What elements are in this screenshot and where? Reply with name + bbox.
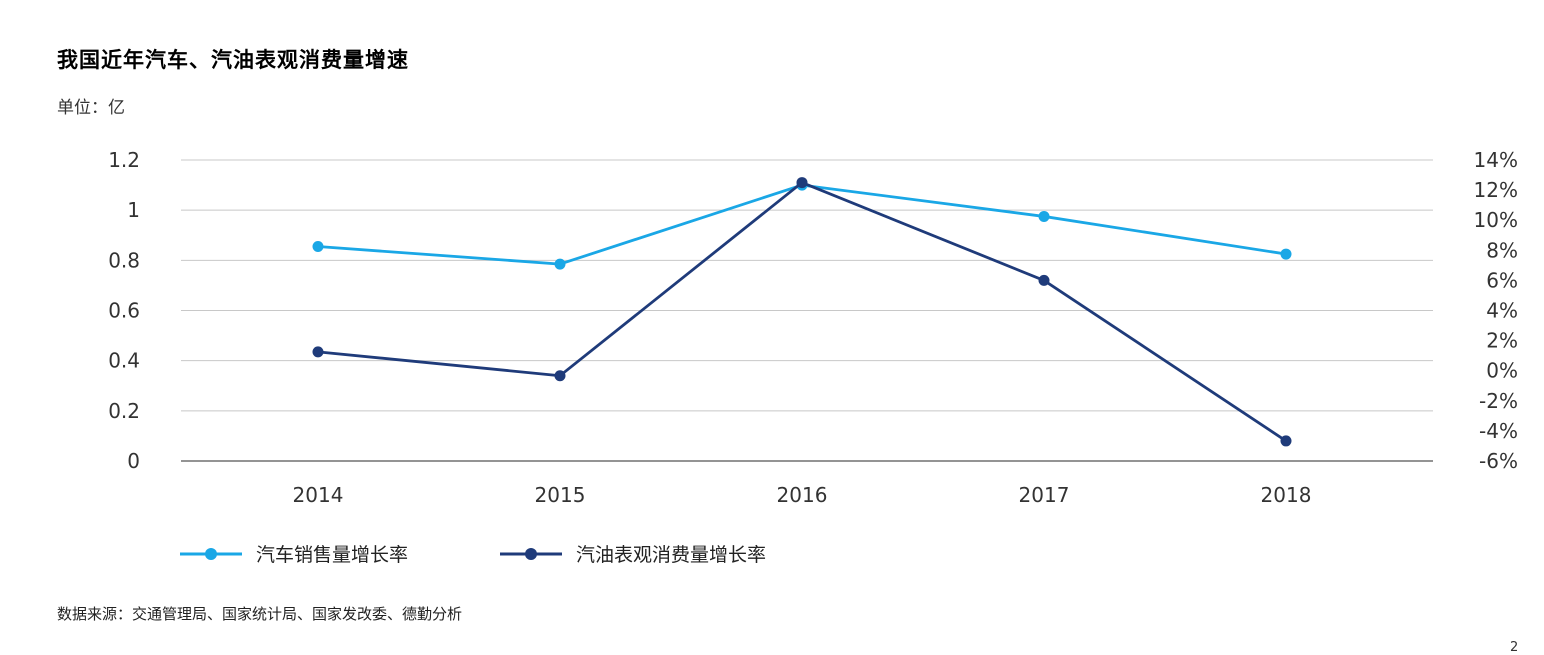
x-tick-label: 2018 — [1261, 483, 1312, 507]
x-tick-label: 2016 — [777, 483, 828, 507]
data-point — [1038, 274, 1050, 286]
x-tick-label: 2014 — [293, 483, 344, 507]
right-tick-label: 10% — [1474, 208, 1518, 232]
right-tick-label: -6% — [1479, 449, 1518, 473]
left-tick-label: 1 — [127, 198, 140, 222]
data-point — [1280, 248, 1292, 260]
legend-label: 汽油表观消费量增长率 — [576, 544, 766, 566]
x-tick-label: 2015 — [535, 483, 586, 507]
series-1 — [312, 179, 1292, 270]
left-tick-label: 0 — [127, 449, 140, 473]
data-point — [554, 258, 566, 270]
right-tick-label: 6% — [1486, 268, 1518, 292]
left-tick-label: 0.8 — [108, 248, 140, 272]
series-line — [317, 181, 1287, 443]
x-axis-ticks: 2014 2015 2016 2017 2018 — [293, 483, 1312, 507]
legend: 汽车销售量增长率 汽油表观消费量增长率 — [180, 544, 766, 566]
legend-item-2: 汽油表观消费量增长率 — [500, 544, 766, 566]
left-tick-label: 1.2 — [108, 148, 140, 172]
gridlines — [181, 159, 1433, 462]
unit-label: 单位：亿 — [57, 98, 125, 118]
legend-swatch-marker — [525, 548, 537, 560]
data-point — [554, 370, 566, 382]
left-tick-label: 0.4 — [108, 349, 140, 373]
right-tick-label: 0% — [1486, 359, 1518, 383]
series-line — [317, 183, 1287, 266]
right-tick-label: -2% — [1479, 389, 1518, 413]
data-point — [1280, 435, 1292, 447]
left-axis-ticks: 0 0.2 0.4 0.6 0.8 1 1.2 — [108, 148, 140, 473]
data-point — [796, 177, 808, 189]
legend-label: 汽车销售量增长率 — [256, 544, 408, 566]
right-axis-ticks: -6% -4% -2% 0% 2% 4% 6% 8% 10% 12% 14% — [1474, 148, 1518, 473]
data-point — [312, 241, 324, 253]
source-note: 数据来源：交通管理局、国家统计局、国家发改委、德勤分析 — [57, 605, 463, 623]
right-tick-label: 4% — [1486, 299, 1518, 323]
right-tick-label: 2% — [1486, 329, 1518, 353]
page-number: 2 — [1510, 640, 1519, 655]
legend-item-1: 汽车销售量增长率 — [180, 544, 408, 566]
data-point — [312, 346, 324, 358]
left-tick-label: 0.6 — [108, 299, 140, 323]
series-layer — [312, 177, 1292, 447]
right-tick-label: -4% — [1479, 419, 1518, 443]
data-point — [1038, 210, 1050, 222]
legend-swatch-marker — [205, 548, 217, 560]
series-2 — [312, 177, 1292, 447]
right-tick-label: 14% — [1474, 148, 1518, 172]
right-tick-label: 8% — [1486, 238, 1518, 262]
x-tick-label: 2017 — [1019, 483, 1070, 507]
right-tick-label: 12% — [1474, 178, 1518, 202]
chart-title: 我国近年汽车、汽油表观消费量增速 — [57, 48, 409, 72]
left-tick-label: 0.2 — [108, 399, 140, 423]
